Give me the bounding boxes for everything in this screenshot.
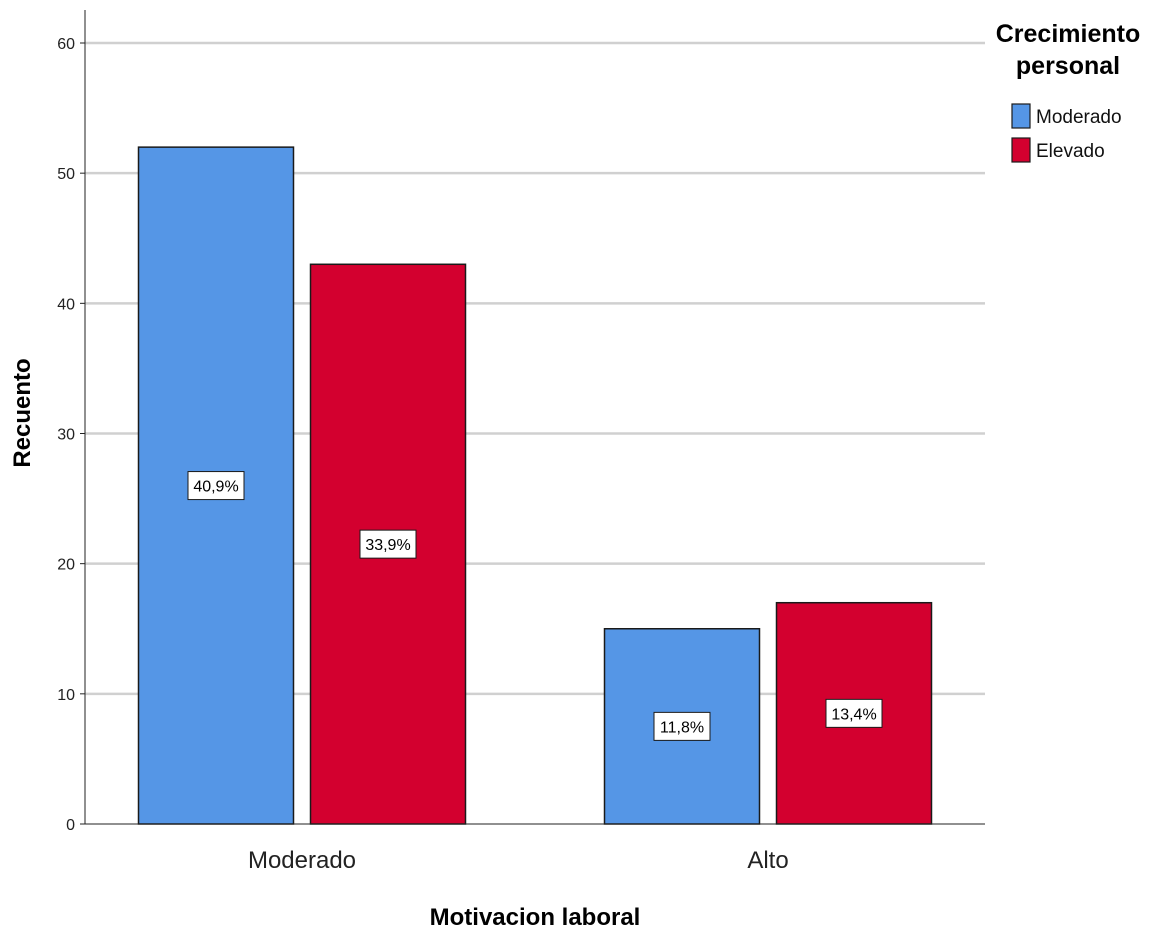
- y-axis-title: Recuento: [9, 358, 36, 467]
- y-tick-label: 20: [57, 557, 75, 574]
- legend-label-moderado: Moderado: [1036, 107, 1122, 128]
- legend-label-elevado: Elevado: [1036, 141, 1105, 162]
- y-tick-label: 10: [57, 687, 75, 704]
- legend-title-line-1: Crecimiento: [996, 20, 1140, 48]
- x-axis-title: Motivacion laboral: [430, 904, 641, 931]
- y-tick-label: 60: [57, 36, 75, 53]
- legend-swatch-elevado: [1011, 137, 1031, 163]
- data-label-box: [359, 529, 417, 559]
- x-tick-label: Moderado: [248, 847, 356, 874]
- data-label: 33,9%: [365, 537, 410, 554]
- data-label-box: [825, 698, 883, 728]
- axes: 0 10 20 30 40 50 60 Moderado Alto: [57, 10, 985, 874]
- y-tick-label: 30: [57, 427, 75, 444]
- legend-title-line-2: personal: [1016, 52, 1120, 80]
- bars: [137, 146, 933, 825]
- legend-swatch-moderado: [1011, 103, 1031, 129]
- data-labels: 40,9% 11,8% 33,9% 13,4%: [187, 471, 883, 741]
- data-label: 40,9%: [193, 479, 238, 496]
- y-tick-label: 40: [57, 296, 75, 313]
- data-label: 13,4%: [831, 706, 876, 723]
- data-label-box: [653, 711, 711, 741]
- legend-items: Moderado Elevado: [1011, 103, 1122, 163]
- legend: Crecimiento personal Moderado Elevado: [996, 20, 1140, 163]
- y-tick-label: 50: [57, 166, 75, 183]
- data-label-box: [187, 471, 245, 501]
- y-tick-label: 0: [66, 817, 75, 834]
- data-label: 11,8%: [660, 719, 704, 736]
- x-tick-label: Alto: [747, 847, 788, 874]
